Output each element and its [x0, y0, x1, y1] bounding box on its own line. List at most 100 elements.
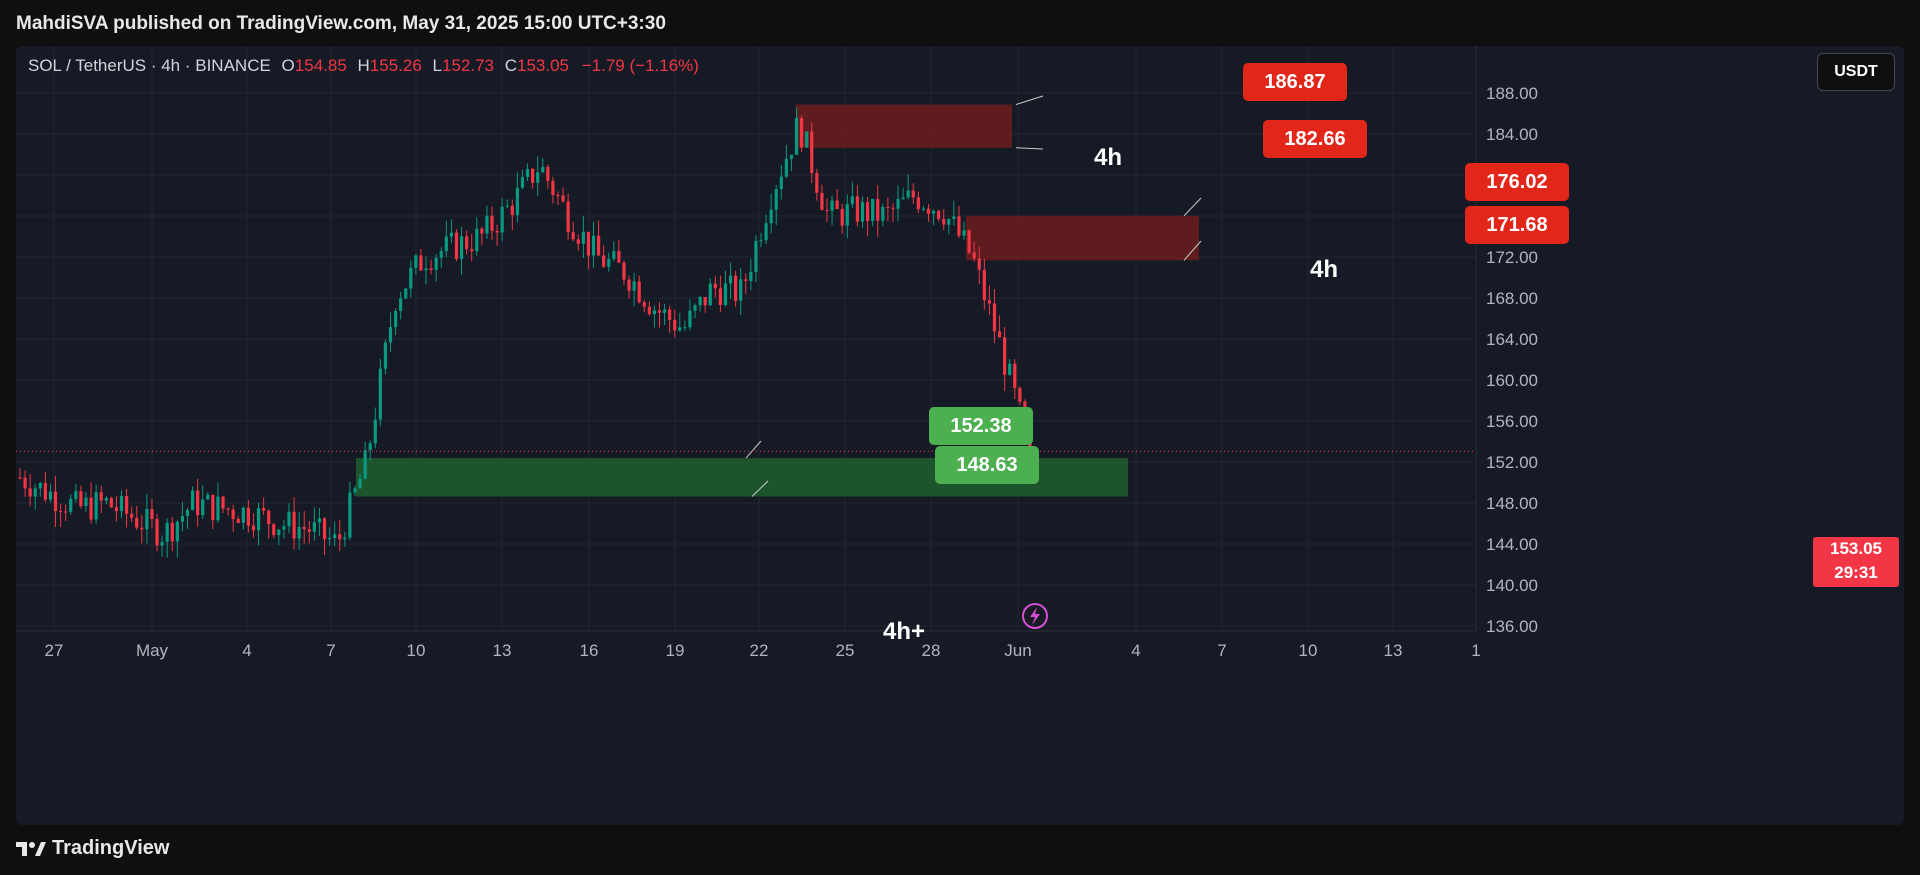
candle-body [79, 491, 83, 507]
symbol-name[interactable]: SOL / TetherUS · 4h · BINANCE [28, 56, 271, 75]
currency-button[interactable]: USDT [1817, 53, 1895, 91]
candle-body [617, 251, 621, 263]
callout-support-top[interactable]: 152.38 [929, 407, 1033, 445]
callout-pointer [751, 480, 769, 497]
candle-body [794, 118, 799, 155]
lower-zone-label: 4h [1310, 256, 1339, 283]
candle-body [586, 231, 591, 256]
candle-body [23, 477, 27, 489]
candle-body [784, 158, 788, 177]
candle-body [931, 210, 936, 214]
candle-body [439, 251, 443, 258]
candle-body [546, 166, 550, 181]
symbol-legend: SOL / TetherUS · 4h · BINANCE O154.85 H1… [28, 56, 699, 76]
callout-lower-top[interactable]: 176.02 [1465, 163, 1569, 201]
callout-pointer [1015, 147, 1044, 150]
low-label: L [432, 56, 442, 75]
time-tick-label: 1 [1471, 641, 1480, 660]
candle-body [754, 240, 758, 272]
candle-body [38, 483, 42, 489]
candle-body [43, 483, 47, 500]
time-tick-label: 4 [242, 641, 251, 660]
lower-resistance-zone[interactable] [966, 215, 1199, 261]
candle-body [368, 443, 372, 451]
candle-body [74, 491, 78, 499]
candle-body [99, 492, 103, 501]
candle-body [150, 509, 154, 520]
candle-body [363, 450, 367, 479]
callout-upper-bottom[interactable]: 182.66 [1263, 120, 1367, 158]
candle-body [348, 492, 352, 538]
candle-body [693, 305, 697, 311]
candle-body [952, 216, 956, 220]
candle-body [992, 303, 997, 332]
candle-body [820, 192, 824, 210]
candle-body [221, 496, 225, 509]
candle-body [860, 202, 865, 222]
candle-body [322, 518, 327, 540]
open-value: 154.85 [294, 56, 347, 75]
candle-body [1018, 388, 1022, 402]
time-tick-label: 7 [1217, 641, 1226, 660]
candle-body [18, 477, 22, 479]
candle-body [911, 190, 915, 198]
time-tick-label: 22 [750, 641, 769, 660]
candle-body [673, 319, 677, 331]
time-tick-label: 13 [1384, 641, 1403, 660]
callout-lower-bottom[interactable]: 171.68 [1465, 206, 1569, 244]
price-tick-label: 160.00 [1486, 371, 1538, 390]
upper-resistance-zone[interactable] [796, 104, 1012, 148]
chart-pane[interactable]: 188.00184.00180.00176.00172.00168.00164.… [16, 46, 1904, 825]
candle-body [130, 513, 134, 518]
open-label: O [281, 56, 295, 75]
candle-body [48, 491, 53, 500]
time-tick-label: 10 [1299, 641, 1318, 660]
publication-info: MahdiSVA published on TradingView.com, M… [16, 13, 666, 34]
candle-body [500, 206, 504, 233]
candle-body [728, 275, 733, 284]
candle-body [449, 232, 454, 237]
top-bar: MahdiSVA published on TradingView.com, M… [0, 0, 1920, 46]
candle-body [805, 131, 809, 148]
high-label: H [357, 56, 370, 75]
time-tick-label: 7 [326, 641, 335, 660]
candle-body [642, 302, 646, 307]
candle-body [815, 173, 819, 193]
candle-body [53, 491, 58, 512]
candle-body [124, 496, 129, 514]
price-tick-label: 188.00 [1486, 84, 1538, 103]
candle-body [576, 239, 580, 244]
time-tick-label: 4 [1131, 641, 1140, 660]
event-lightning-icon[interactable] [1022, 603, 1048, 629]
price-tick-label: 156.00 [1486, 412, 1538, 431]
callout-upper-top[interactable]: 186.87 [1243, 63, 1347, 101]
tradingview-logo-icon [16, 841, 46, 856]
candle-body [59, 511, 63, 513]
candle-body [825, 209, 829, 211]
time-tick-label: 10 [407, 641, 426, 660]
candle-body [632, 281, 636, 291]
candle-body [226, 508, 230, 510]
candle-body [170, 522, 174, 542]
candle-body [921, 208, 926, 210]
candle-body [343, 537, 347, 540]
candle-body [744, 279, 748, 282]
candle-body [718, 288, 723, 305]
candle-body [424, 268, 428, 271]
candle-body [119, 496, 124, 512]
tradingview-brand[interactable]: TradingView [16, 837, 169, 860]
candle-body [698, 297, 702, 306]
candle-body [302, 526, 306, 530]
candle-body [947, 219, 951, 225]
candle-body [637, 281, 641, 303]
price-tick-label: 184.00 [1486, 125, 1538, 144]
candle-body [399, 298, 403, 311]
callout-pointer [745, 440, 762, 459]
candle-body [683, 327, 687, 329]
candle-body [84, 497, 88, 507]
time-tick-label: Jun [1004, 641, 1031, 660]
callout-support-bottom[interactable]: 148.63 [935, 446, 1039, 484]
candle-body [967, 230, 971, 253]
chart-canvas[interactable]: 188.00184.00180.00176.00172.00168.00164.… [16, 46, 1904, 825]
candle-body [896, 199, 900, 209]
